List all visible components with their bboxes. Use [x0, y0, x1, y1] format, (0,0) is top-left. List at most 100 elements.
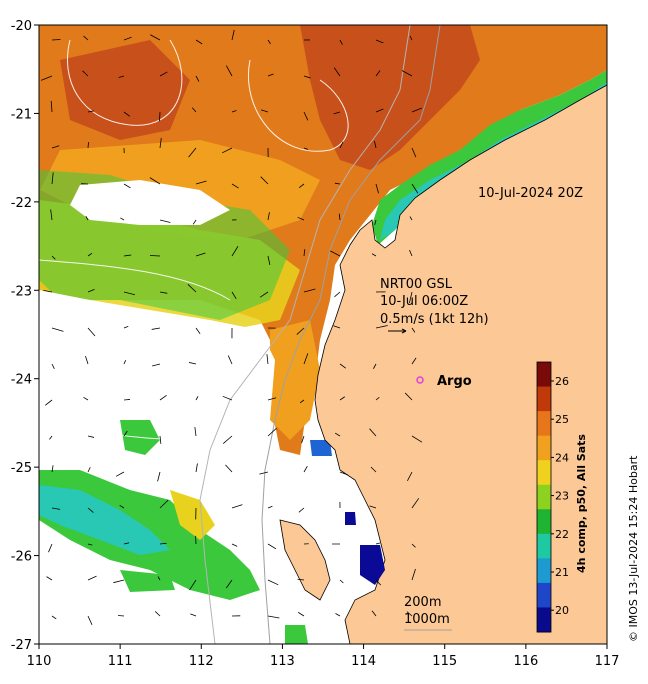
- current-arrow: [154, 611, 161, 617]
- current-arrow: [123, 183, 131, 189]
- current-arrow: [51, 145, 60, 149]
- current-arrow: [259, 291, 269, 298]
- x-tick-label: 113: [270, 654, 295, 669]
- current-arrow: [227, 355, 233, 365]
- current-arrow: [408, 291, 413, 304]
- isobath-label-200m: 200m: [404, 595, 441, 610]
- colorbar-segment: [537, 607, 551, 633]
- x-tick-label: 115: [432, 654, 457, 669]
- current-arrow: [192, 219, 197, 225]
- isobath-label-1000m: 1000m: [404, 612, 450, 627]
- current-arrow: [375, 39, 384, 44]
- current-arrow: [51, 615, 57, 620]
- argo-label: Argo: [437, 374, 472, 389]
- current-arrow: [259, 471, 269, 475]
- current-arrow: [375, 70, 381, 77]
- current-arrow: [87, 575, 97, 581]
- scale-arrow: [388, 328, 407, 334]
- current-arrow: [303, 249, 306, 257]
- current-arrow: [225, 65, 233, 77]
- current-arrow: [159, 291, 168, 294]
- current-arrow: [267, 543, 277, 550]
- current-vectors: [40, 29, 423, 625]
- current-arrow: [189, 579, 197, 591]
- current-arrow: [267, 615, 280, 619]
- current-arrow: [303, 353, 309, 365]
- current-arrow: [231, 246, 239, 257]
- colorbar-segment: [537, 460, 551, 486]
- colorbar: 26 25 24 23 22 21 20 4h comp, p50, All Sats: [536, 361, 588, 633]
- current-arrow: [123, 399, 131, 401]
- current-arrow: [231, 29, 235, 41]
- current-arrow: [51, 327, 64, 332]
- current-arrow: [231, 183, 239, 189]
- colorbar-label: 26: [555, 375, 569, 388]
- current-arrow: [51, 39, 61, 41]
- current-arrow: [303, 147, 309, 150]
- current-arrow: [411, 183, 419, 194]
- current-arrow: [298, 612, 305, 617]
- current-arrow: [195, 327, 201, 335]
- current-arrow: [266, 354, 269, 365]
- current-arrow: [159, 71, 168, 77]
- current-arrow: [375, 183, 379, 194]
- current-arrow: [401, 70, 413, 77]
- current-arrow: [123, 360, 127, 365]
- current-arrow: [159, 499, 169, 509]
- colorbar-label: 22: [555, 528, 569, 541]
- colorbar-segment: [537, 533, 551, 559]
- current-arrow: [334, 291, 341, 298]
- x-tick-label: 117: [595, 654, 620, 669]
- colorbar-segment: [537, 509, 551, 535]
- current-arrow: [157, 576, 161, 581]
- current-arrow: [50, 100, 53, 113]
- current-arrow: [411, 147, 417, 158]
- current-arrow: [188, 147, 197, 158]
- colorbar-segment: [537, 362, 551, 388]
- colorbar-label: 24: [555, 451, 569, 464]
- current-arrow: [374, 140, 377, 149]
- current-arrow: [118, 615, 125, 617]
- current-arrow: [159, 219, 171, 223]
- sst-coastal-green: [372, 70, 607, 245]
- current-arrow: [123, 430, 128, 437]
- x-tick-label: 116: [513, 654, 538, 669]
- current-arrow: [334, 182, 341, 185]
- current-arrow: [267, 579, 279, 586]
- current-arrow: [231, 504, 243, 509]
- current-arrow: [45, 399, 53, 406]
- current-arrow: [123, 36, 132, 41]
- current-arrow: [407, 471, 413, 482]
- current-arrow: [375, 579, 382, 586]
- current-arrow: [267, 427, 277, 437]
- credit-text: © IMOS 13-Jul-2024 15:24 Hobart: [627, 455, 640, 642]
- current-arrow: [149, 177, 161, 185]
- current-arrow: [87, 327, 96, 337]
- colorbar-segment: [537, 435, 551, 461]
- current-arrow: [159, 435, 162, 444]
- colorbar-frame: [536, 361, 552, 633]
- current-arrow: [411, 357, 417, 365]
- current-arrow: [369, 505, 377, 509]
- current-arrow: [375, 396, 380, 401]
- current-arrow: [150, 34, 161, 41]
- current-arrow: [231, 110, 237, 113]
- current-arrow: [87, 289, 95, 293]
- current-arrow: [267, 212, 270, 221]
- current-arrow: [195, 463, 198, 473]
- current-arrow: [222, 395, 233, 401]
- current-arrow: [338, 213, 341, 221]
- y-tick-label: -27: [11, 638, 32, 653]
- sst-warm-region: [39, 25, 607, 455]
- current-arrow: [51, 465, 54, 473]
- colorbar-segment: [537, 411, 551, 437]
- current-arrow: [152, 363, 161, 367]
- sst-sw-yellow: [170, 490, 215, 540]
- current-arrow: [333, 325, 341, 329]
- current-arrow: [222, 147, 233, 154]
- current-arrow: [157, 471, 161, 482]
- current-arrow: [159, 137, 162, 149]
- y-tick-label: -24: [11, 373, 32, 388]
- isobath-1000m: [199, 25, 411, 644]
